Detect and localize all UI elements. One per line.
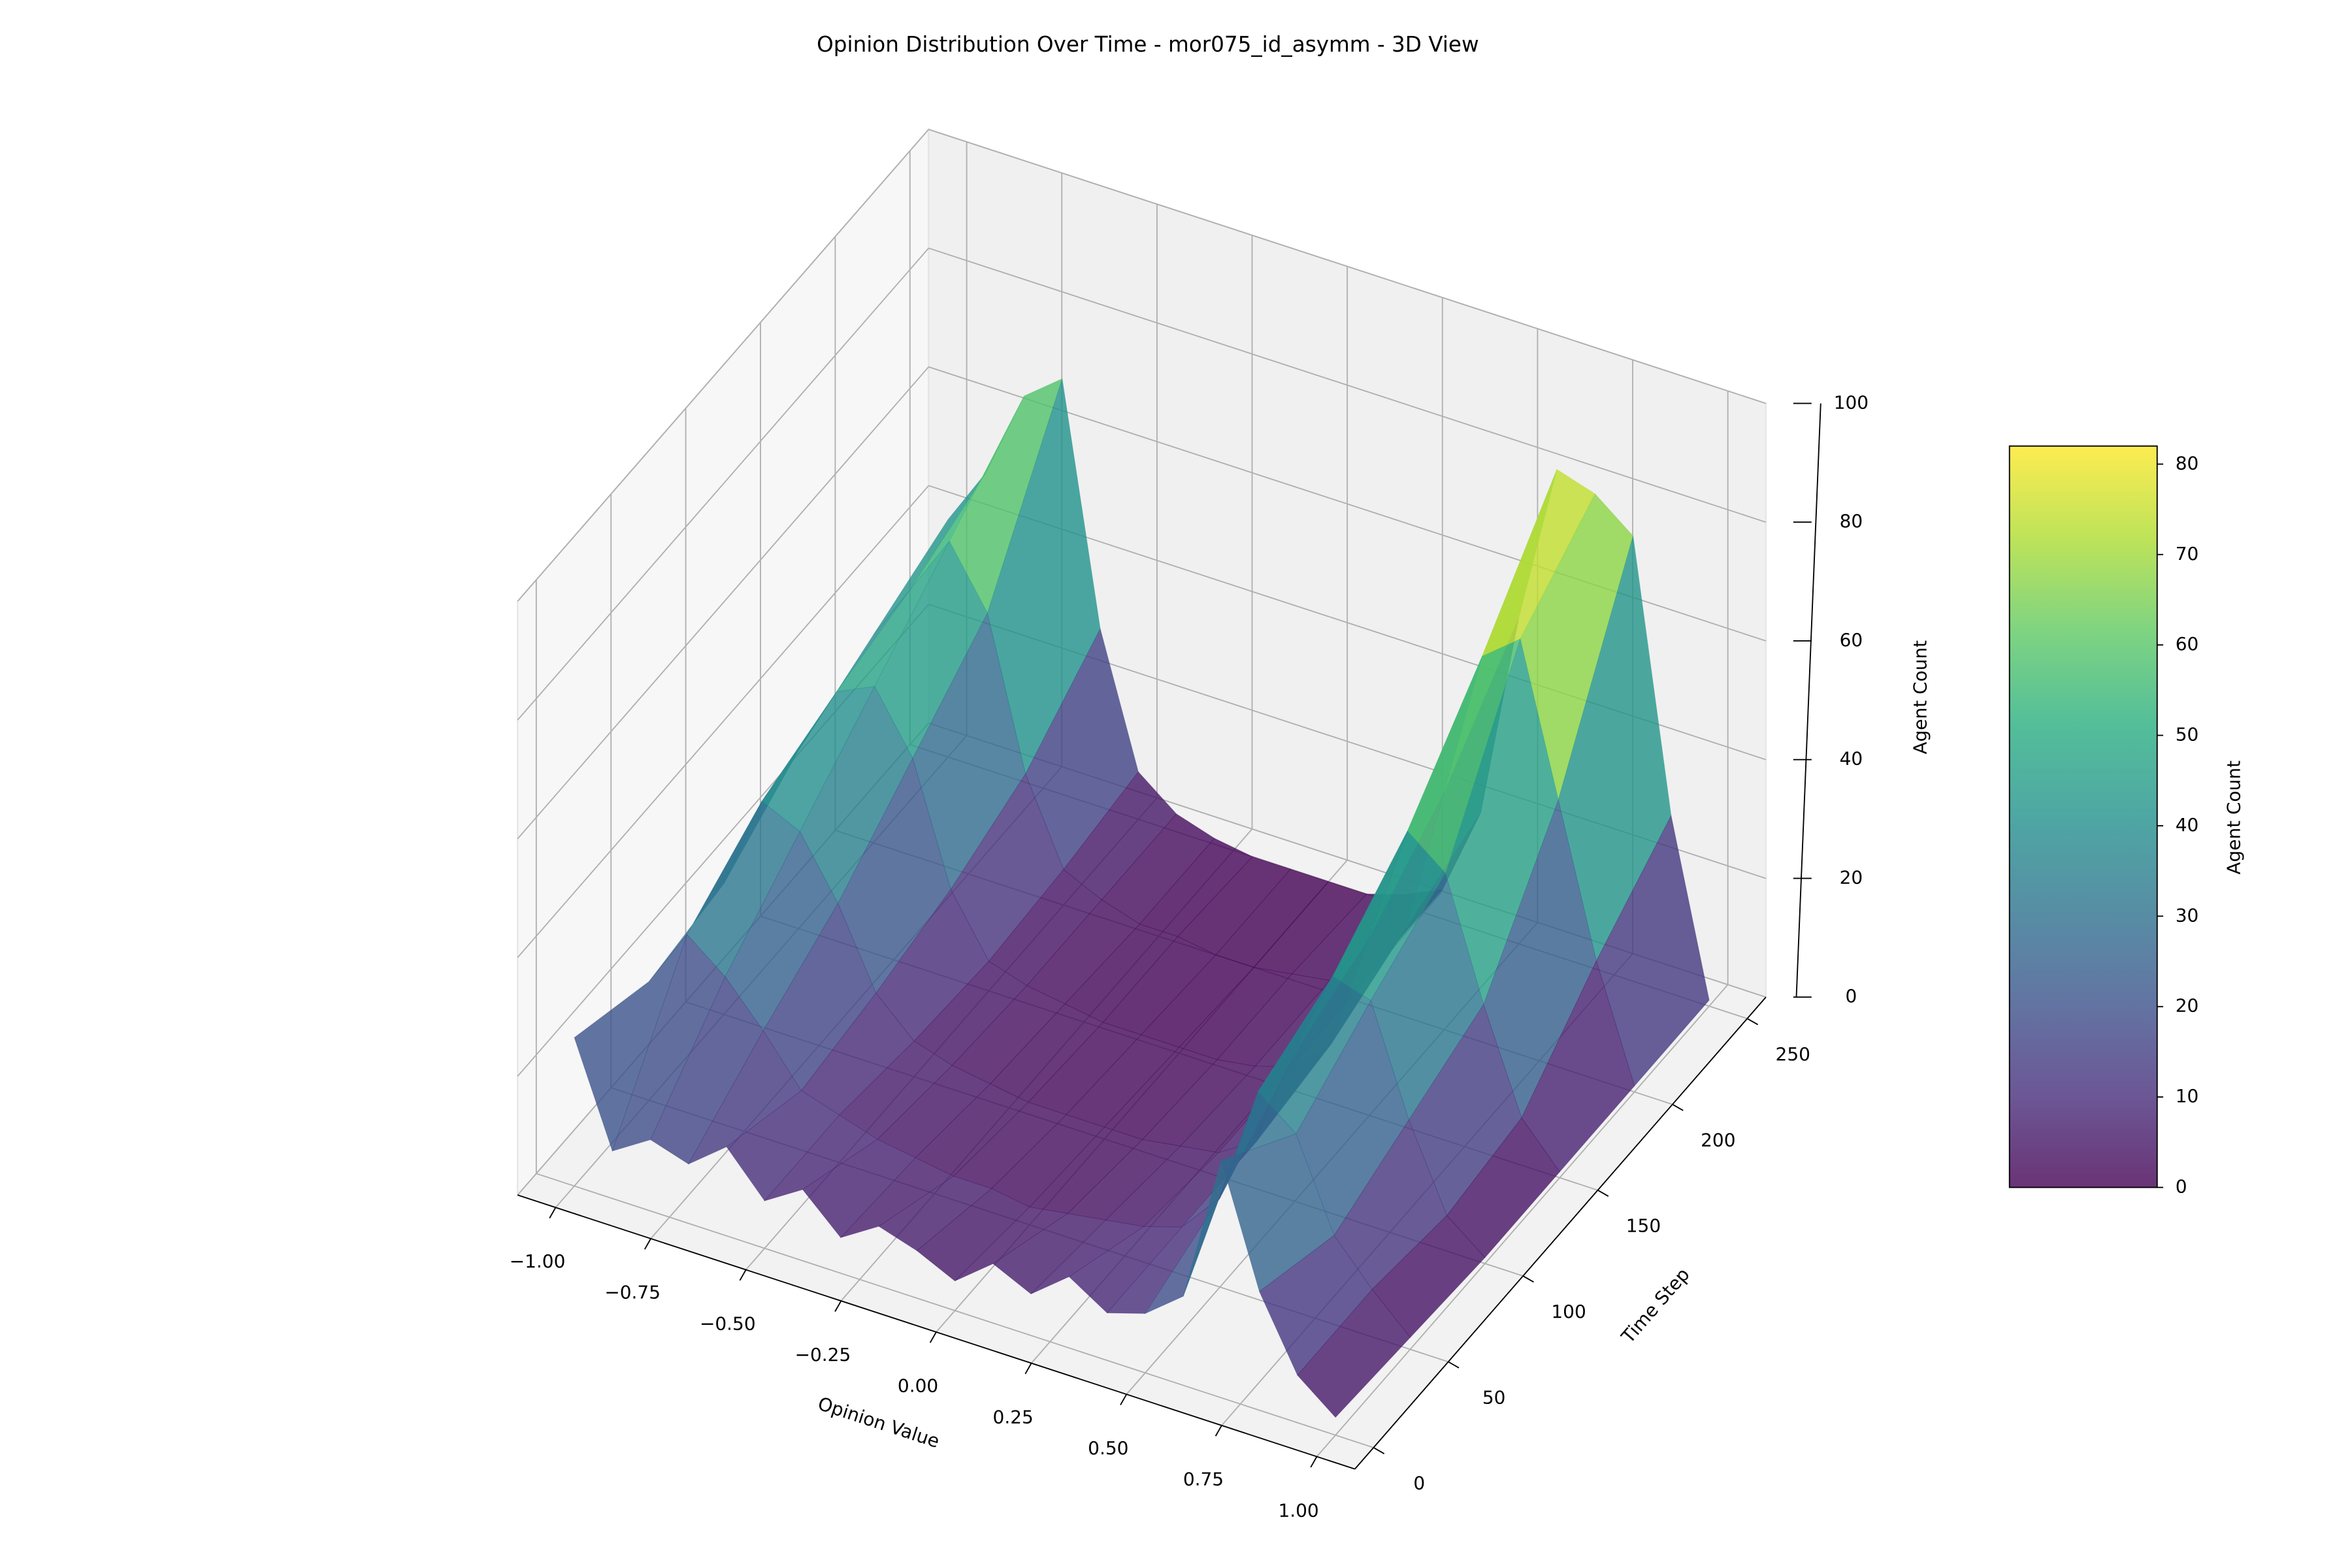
y-tick-label: 100 xyxy=(1551,1301,1586,1322)
surface-patch xyxy=(1446,1117,1560,1258)
grid-line xyxy=(517,129,930,602)
x-axis-line xyxy=(517,1194,1356,1470)
z-tick-label: 0 xyxy=(1845,985,1857,1007)
x-tick-label: 0.00 xyxy=(898,1375,938,1397)
y-tick-label: 0 xyxy=(1413,1473,1425,1494)
surface-patch xyxy=(1297,1288,1411,1418)
x-tick-label: −0.50 xyxy=(700,1313,756,1334)
colorbar-tick-label: 60 xyxy=(2176,633,2199,655)
y-tick xyxy=(1373,1446,1385,1454)
x-tick xyxy=(834,1300,842,1312)
x-tick-label: 0.75 xyxy=(1183,1469,1224,1490)
x-tick-label: −1.00 xyxy=(510,1250,566,1272)
grid-line xyxy=(1316,984,1729,1458)
z-tick-label: 100 xyxy=(1834,391,1869,413)
x-axis-label: Opinion Value xyxy=(815,1393,942,1452)
y-tick xyxy=(1672,1103,1684,1111)
y-axis-line xyxy=(1354,996,1767,1470)
chart-title: Opinion Distribution Over Time - mor075_… xyxy=(817,32,1479,57)
colorbar: 0 10 20 30 40 50 60 70 80 Agent Count xyxy=(2008,445,2245,1197)
colorbar-tick-label: 70 xyxy=(2176,543,2199,564)
z-axis-label: Agent Count xyxy=(1910,640,1931,755)
x-tick-label: 1.00 xyxy=(1278,1499,1318,1521)
x-tick-label: 0.25 xyxy=(993,1406,1034,1428)
x-tick-label: −0.75 xyxy=(604,1282,661,1303)
colorbar-tick-label: 20 xyxy=(2176,995,2199,1017)
colorbar-gradient xyxy=(2009,446,2157,1188)
grid-line xyxy=(928,129,1767,404)
x-tick-label: 0.50 xyxy=(1088,1437,1128,1459)
x-tick xyxy=(549,1207,557,1218)
colorbar-frame xyxy=(2008,445,2158,1188)
x-tick xyxy=(644,1238,651,1250)
z-axis-line xyxy=(1795,403,1821,998)
y-axis-label: Time Step xyxy=(1617,1264,1694,1348)
x-tick xyxy=(1120,1394,1128,1405)
y-tick xyxy=(1597,1189,1609,1197)
x-tick xyxy=(1215,1425,1222,1437)
x-tick xyxy=(1024,1363,1032,1375)
y-tick-label: 150 xyxy=(1626,1215,1661,1237)
grid-line xyxy=(517,248,930,721)
grid-line xyxy=(517,485,930,958)
y-tick-label: 50 xyxy=(1482,1386,1506,1408)
z-tick-label: 80 xyxy=(1840,510,1863,532)
y-tick-label: 200 xyxy=(1701,1129,1735,1151)
colorbar-tick-label: 10 xyxy=(2176,1085,2199,1107)
grid-line xyxy=(536,1173,1374,1448)
z-tick-label: 40 xyxy=(1840,748,1863,770)
grid-line xyxy=(928,247,1767,523)
colorbar-label: Agent Count xyxy=(2223,760,2245,875)
surface-patch xyxy=(1371,1215,1486,1338)
surface xyxy=(574,378,1710,1418)
grid-line xyxy=(517,366,930,840)
x-tick xyxy=(929,1331,937,1343)
colorbar-tick-label: 40 xyxy=(2176,814,2199,836)
y-tick xyxy=(1746,1018,1759,1026)
y-tick-label: 250 xyxy=(1776,1043,1810,1065)
y-tick xyxy=(1448,1361,1460,1369)
colorbar-tick-label: 30 xyxy=(2176,904,2199,926)
z-tick-label: 60 xyxy=(1840,629,1863,651)
x-tick-label: −0.25 xyxy=(795,1344,851,1365)
colorbar-tick-label: 80 xyxy=(2176,452,2199,474)
x-tick xyxy=(1310,1456,1318,1468)
colorbar-tick-label: 50 xyxy=(2176,724,2199,745)
x-tick xyxy=(739,1269,747,1281)
y-tick xyxy=(1522,1275,1534,1283)
colorbar-tick-label: 0 xyxy=(2176,1175,2187,1197)
z-tick-label: 20 xyxy=(1840,866,1863,888)
